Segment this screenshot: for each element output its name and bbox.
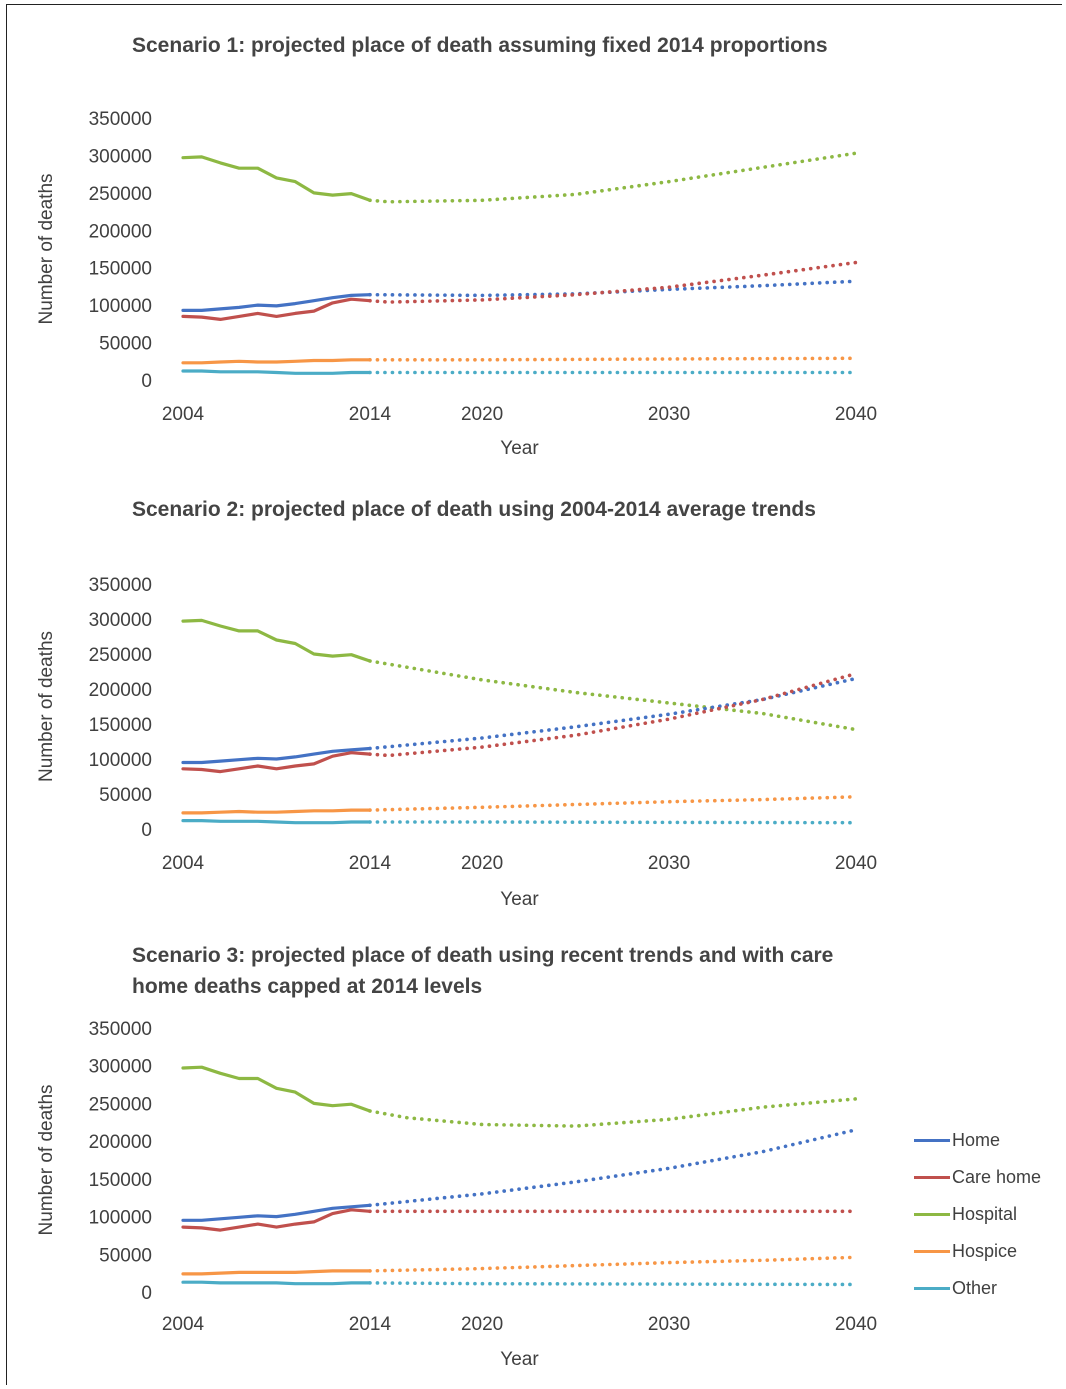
legend-swatch-hospice — [914, 1250, 950, 1253]
figure-frame — [6, 4, 1062, 1385]
y-tick-label: 250000 — [89, 184, 152, 205]
y-axis-title: Number of deaths — [36, 1084, 57, 1235]
x-tick-label: 2040 — [835, 404, 877, 425]
y-tick-label: 50000 — [99, 334, 152, 355]
chart-title: Scenario 2: projected place of death usi… — [132, 498, 816, 521]
legend-label: Hospital — [952, 1204, 1018, 1224]
series-line-care-home-historical — [181, 297, 372, 321]
chart-plot: 0 50000 100000 150000 200000 250000 300000 3500… — [36, 575, 877, 910]
y-tick-label: 300000 — [89, 610, 152, 631]
legend-swatch-care-home — [914, 1176, 950, 1179]
y-axis-title: Number of deaths — [36, 173, 57, 324]
series-line-hospital-projection — [368, 1097, 858, 1128]
y-tick-label: 250000 — [89, 1094, 152, 1115]
y-tick-label: 350000 — [89, 575, 152, 596]
y-tick-label: 200000 — [89, 680, 152, 701]
legend-item-other: Other — [914, 1270, 1064, 1307]
y-tick-label: 100000 — [89, 1208, 152, 1229]
series-line-home-projection — [368, 1128, 858, 1208]
legend-swatch-hospital — [914, 1213, 950, 1216]
series-line-home-projection — [368, 676, 858, 751]
series-line-home-historical — [181, 293, 372, 312]
y-tick-label: 350000 — [89, 109, 152, 130]
series-line-other-historical — [181, 369, 372, 375]
x-tick-label: 2020 — [461, 1314, 503, 1335]
series-line-other-historical — [181, 1280, 372, 1286]
series-line-care-home-historical — [181, 751, 372, 774]
chart-panel-scenario-3: Scenario 3: projected place of death usi… — [28, 928, 900, 1378]
legend-item-hospital: Hospital — [914, 1196, 1064, 1233]
y-tick-label: 100000 — [89, 296, 152, 317]
y-tick-label: 150000 — [89, 715, 152, 736]
series-line-hospice-projection — [368, 1255, 858, 1273]
chart-plot: 0 50000 100000 150000 200000 250000 300000 3500… — [36, 109, 877, 459]
legend-label: Home — [952, 1130, 1001, 1150]
y-tick-label: 50000 — [99, 1245, 152, 1266]
chart-panel-scenario-1: Scenario 1: projected place of death ass… — [28, 26, 900, 472]
x-tick-label: 2030 — [648, 404, 690, 425]
y-tick-label: 200000 — [89, 1132, 152, 1153]
y-tick-label: 300000 — [89, 1057, 152, 1078]
y-tick-label: 0 — [141, 1283, 152, 1304]
x-tick-label: 2020 — [461, 404, 503, 425]
series-line-hospice-projection — [368, 794, 858, 812]
series-line-home-projection — [368, 279, 858, 298]
series-line-hospice-historical — [181, 358, 372, 365]
x-tick-label: 2004 — [162, 404, 205, 425]
x-tick-label: 2030 — [648, 853, 690, 874]
y-tick-label: 250000 — [89, 645, 152, 666]
y-tick-label: 50000 — [99, 785, 152, 806]
series-line-hospital-projection — [368, 151, 858, 204]
legend-label: Care home — [952, 1167, 1042, 1187]
series-line-home-historical — [181, 746, 372, 765]
legend-item-home: Home — [914, 1122, 1064, 1159]
legend-swatch-home — [914, 1139, 950, 1142]
y-tick-label: 100000 — [89, 750, 152, 771]
y-tick-label: 0 — [141, 371, 152, 392]
y-tick-label: 200000 — [89, 221, 152, 242]
series-line-care-home-historical — [181, 1208, 372, 1232]
x-axis-title: Year — [500, 889, 539, 910]
series-line-care-home-projection — [368, 671, 858, 758]
series-line-hospice-historical — [181, 1269, 372, 1276]
y-tick-label: 300000 — [89, 146, 152, 167]
x-tick-label: 2004 — [162, 1314, 205, 1335]
series-line-hospice-historical — [181, 808, 372, 815]
x-tick-label: 2040 — [835, 853, 877, 874]
x-tick-label: 2020 — [461, 853, 503, 874]
x-tick-label: 2030 — [648, 1314, 690, 1335]
chart-title: Scenario 3: projected place of death usi… — [132, 944, 834, 998]
series-line-care-home-projection — [368, 260, 858, 304]
chart-plot: 0 50000 100000 150000 200000 250000 300000 3500… — [36, 1019, 877, 1370]
series-line-home-historical — [181, 1203, 372, 1222]
chart-panel-scenario-2: Scenario 2: projected place of death usi… — [28, 480, 900, 920]
series-line-hospital-projection — [368, 659, 858, 732]
legend-item-hospice: Hospice — [914, 1233, 1064, 1270]
series-line-other-projection — [368, 820, 858, 825]
y-tick-label: 150000 — [89, 1170, 152, 1191]
series-line-other-projection — [368, 1281, 858, 1287]
y-tick-label: 350000 — [89, 1019, 152, 1040]
x-axis-title: Year — [500, 1349, 539, 1370]
series-line-hospital-historical — [181, 1065, 372, 1113]
chart-title: Scenario 1: projected place of death ass… — [132, 34, 828, 57]
series-line-hospice-projection — [368, 356, 858, 362]
legend-label: Hospice — [952, 1241, 1018, 1261]
legend-item-care-home: Care home — [914, 1159, 1064, 1196]
series-line-hospital-historical — [181, 618, 372, 663]
x-tick-label: 2014 — [349, 853, 392, 874]
x-tick-label: 2014 — [349, 404, 392, 425]
legend-swatch-other — [914, 1287, 950, 1290]
legend: Home Care home Hospital Hospice Other — [914, 1122, 1064, 1307]
legend-label: Other — [952, 1278, 998, 1298]
x-tick-label: 2014 — [349, 1314, 392, 1335]
x-tick-label: 2040 — [835, 1314, 877, 1335]
y-axis-title: Number of deaths — [36, 631, 57, 782]
y-tick-label: 150000 — [89, 259, 152, 280]
y-tick-label: 0 — [141, 820, 152, 841]
series-line-hospital-historical — [181, 155, 372, 202]
series-line-other-historical — [181, 819, 372, 825]
x-tick-label: 2004 — [162, 853, 205, 874]
x-axis-title: Year — [500, 438, 539, 459]
